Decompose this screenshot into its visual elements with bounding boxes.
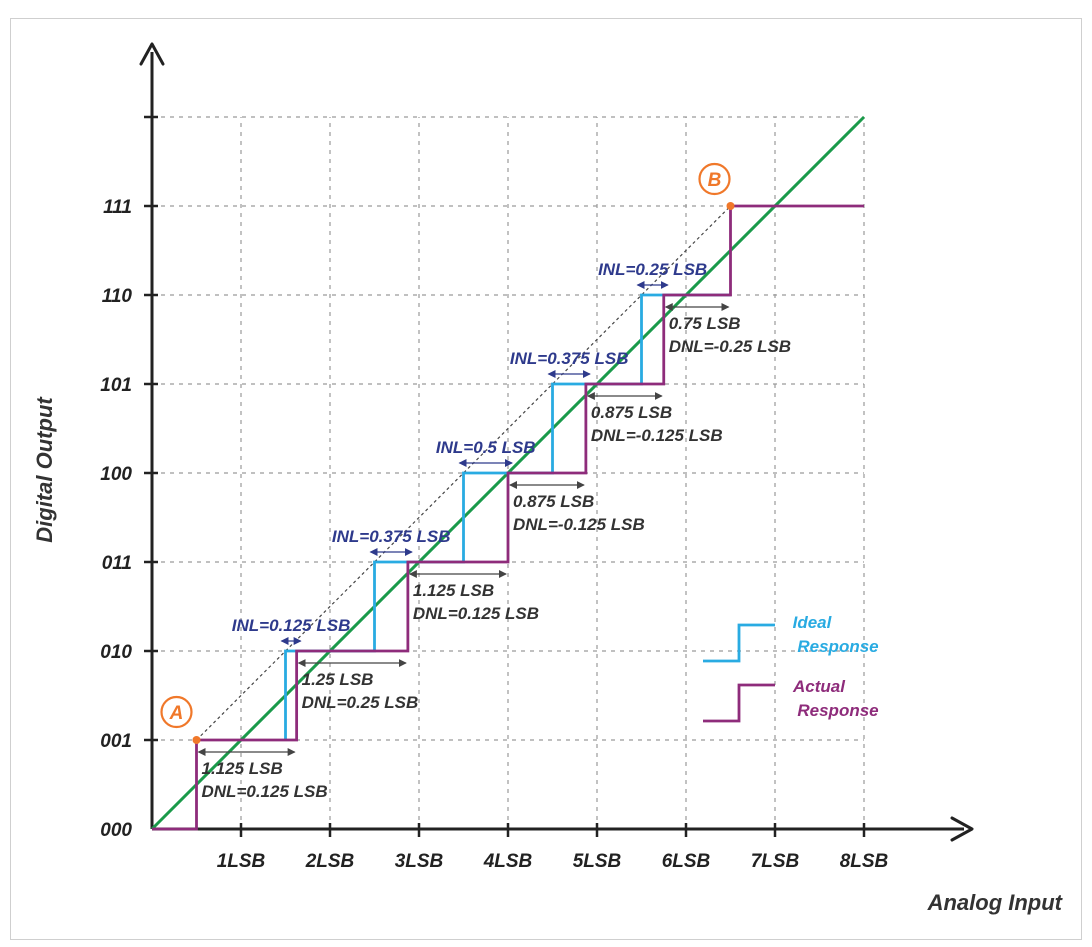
annotations: 1.125 LSB DNL=0.125 LSB 1.25 LSB DNL=0.25 L… — [197, 260, 791, 801]
y-tick-label: 111 — [103, 197, 132, 218]
grid — [152, 116, 865, 829]
step-width-label: 0.875 LSB — [591, 403, 672, 422]
y-tick-label: 100 — [100, 464, 132, 485]
legend-ideal-line1: Ideal — [793, 613, 833, 632]
step-width-label: 1.125 LSB — [413, 581, 494, 600]
x-tick-label: 6LSB — [662, 851, 711, 872]
step-width-label: 1.25 LSB — [302, 670, 374, 689]
legend-ideal-line2: Response — [797, 637, 878, 656]
legend-actual-swatch — [703, 683, 775, 723]
y-axis-title: Digital Output — [32, 396, 57, 543]
y-tick-label: 011 — [102, 553, 132, 574]
endpoint-label-circle — [698, 162, 731, 196]
x-axis-title: Analog Input — [927, 890, 1064, 915]
x-tick-label: 2LSB — [305, 851, 355, 872]
y-tick-label: 000 — [100, 820, 132, 841]
axes: 000 001 010 011 100 101 110 111 1LSB 2LSB 3LSB 4LSB… — [32, 42, 1064, 915]
y-tick-label: 010 — [100, 642, 132, 663]
y-tick-label: 001 — [100, 731, 132, 752]
x-tick-label: 8LSB — [840, 851, 889, 872]
endpoint-label-circle — [160, 695, 193, 729]
series: AB — [150, 115, 866, 831]
legend: Ideal Response Actual Response — [703, 613, 879, 723]
y-tick-label: 110 — [102, 286, 133, 307]
y-axis-arrow-icon — [139, 42, 165, 66]
dnl-label: DNL=0.25 LSB — [302, 693, 419, 712]
dnl-label: DNL=0.125 LSB — [202, 782, 328, 801]
endpoint-label: A — [169, 703, 184, 724]
y-tick-label: 101 — [100, 375, 132, 396]
endpoint-dot — [726, 202, 735, 210]
inl-label: INL=0.25 LSB — [598, 260, 707, 279]
legend-actual-line2: Response — [797, 701, 878, 720]
step-width-label: 0.75 LSB — [669, 314, 741, 333]
chart-frame — [10, 18, 1082, 940]
endpoint-label: B — [708, 170, 722, 191]
inl-label: INL=0.5 LSB — [436, 438, 536, 457]
inl-label: INL=0.125 LSB — [232, 616, 351, 635]
x-tick-label: 4LSB — [483, 851, 533, 872]
dnl-label: DNL=0.125 LSB — [413, 604, 539, 623]
inl-label: INL=0.375 LSB — [510, 349, 629, 368]
x-tick-label: 7LSB — [751, 851, 800, 872]
x-tick-label: 5LSB — [573, 851, 622, 872]
x-tick-label: 3LSB — [395, 851, 444, 872]
step-width-label: 0.875 LSB — [513, 492, 594, 511]
step-width-label: 1.125 LSB — [202, 759, 283, 778]
dnl-label: DNL=-0.125 LSB — [591, 426, 723, 445]
legend-actual-line1: Actual — [792, 677, 846, 696]
x-tick-label: 1LSB — [217, 851, 266, 872]
x-axis-arrow-icon — [950, 816, 974, 842]
dnl-label: DNL=-0.25 LSB — [669, 337, 791, 356]
inl-label: INL=0.375 LSB — [332, 527, 451, 546]
dnl-label: DNL=-0.125 LSB — [513, 515, 645, 534]
series-actual-response — [152, 204, 864, 831]
endpoint-dot — [192, 736, 201, 744]
legend-ideal-swatch — [703, 623, 775, 663]
